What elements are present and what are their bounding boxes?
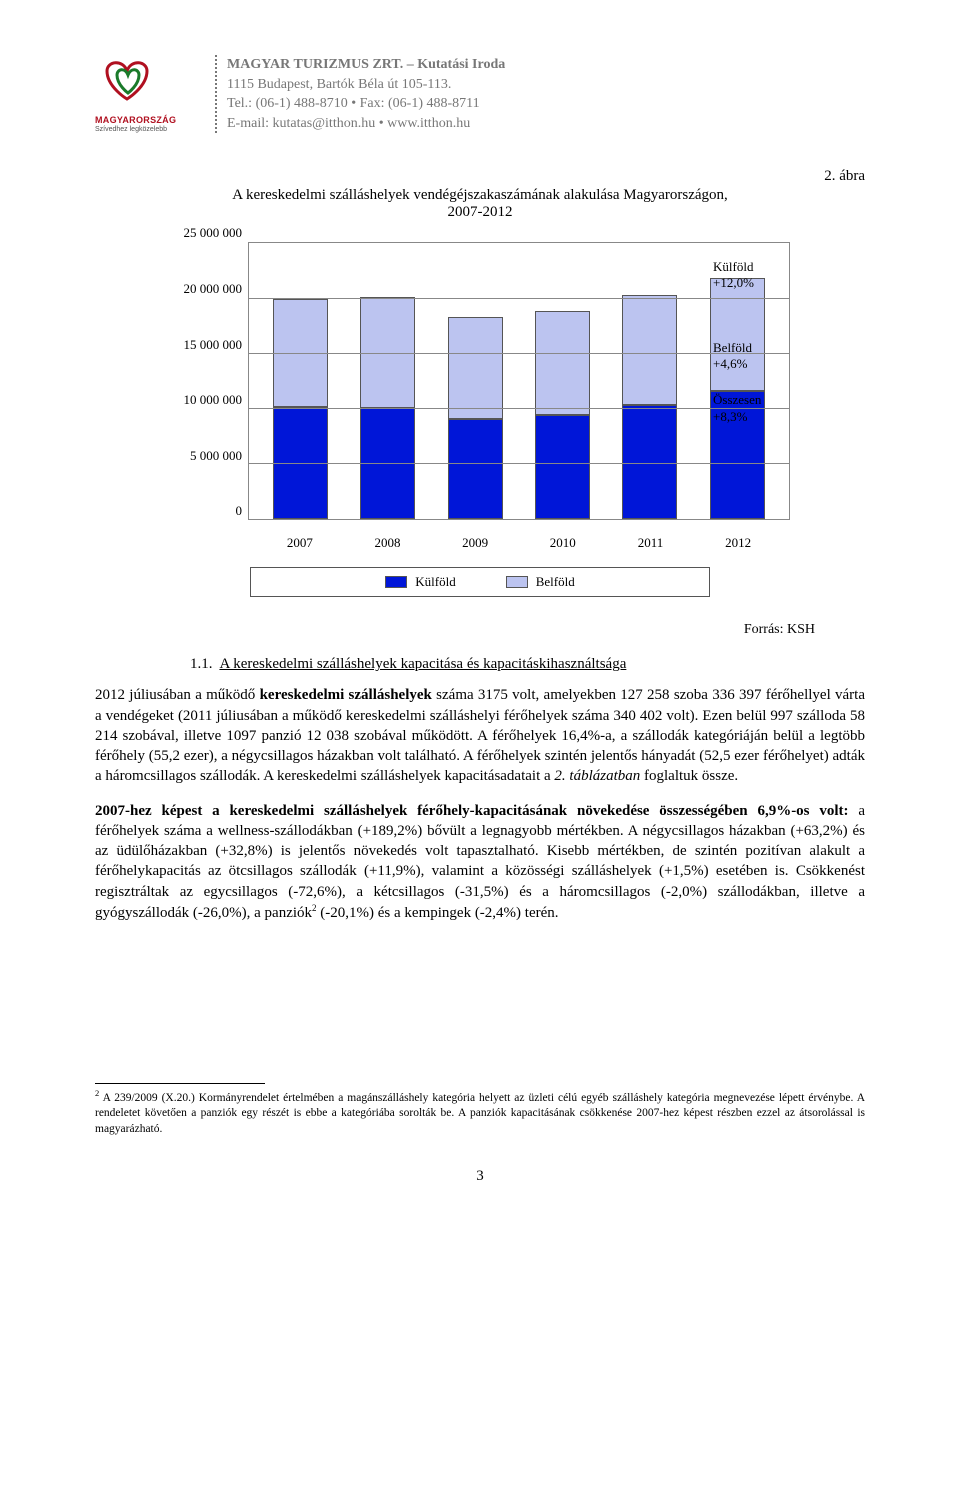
header-contact-block: MAGYAR TURIZMUS ZRT. – Kutatási Iroda 11… <box>215 55 505 133</box>
x-tick-label: 2011 <box>623 535 678 551</box>
bar-segment-belfold <box>448 317 503 419</box>
logo-tagline: Szívedhez legközelebb <box>95 126 205 133</box>
side-annotation: Külföld+12,0% <box>713 259 754 292</box>
chart-caption-line2: 2007-2012 <box>448 204 513 220</box>
legend-label: Belföld <box>536 574 575 590</box>
org-name: MAGYAR TURIZMUS ZRT. – Kutatási Iroda <box>227 55 505 75</box>
chart-caption-line1: A kereskedelmi szálláshelyek vendégéjsza… <box>232 187 728 203</box>
logo-name: MAGYARORSZÁG <box>95 115 205 125</box>
y-axis-labels: 0 5 000 000 10 000 000 15 000 000 20 000 000… <box>170 231 248 531</box>
x-tick-label: 2012 <box>711 535 766 551</box>
x-tick-label: 2009 <box>448 535 503 551</box>
figure-number: 2. ábra <box>95 168 865 185</box>
legend-swatch <box>506 576 528 588</box>
bar-segment-belfold <box>622 295 677 404</box>
bar-stack <box>535 243 590 519</box>
y-tick-label: 25 000 000 <box>184 225 243 241</box>
body-paragraph-2: 2007-hez képest a kereskedelmi szálláshe… <box>95 801 865 924</box>
bar-stack <box>273 243 328 519</box>
bar-segment-kulfold <box>622 405 677 520</box>
org-email: E-mail: kutatas@itthon.hu • www.itthon.h… <box>227 114 505 134</box>
legend-label: Külföld <box>415 574 455 590</box>
chart-caption: A kereskedelmi szálláshelyek vendégéjsza… <box>95 187 865 221</box>
bar-segment-kulfold <box>448 419 503 519</box>
y-tick-label: 0 <box>236 503 243 519</box>
section-number: 1.1. <box>190 656 213 672</box>
chart-source: Forrás: KSH <box>95 622 815 638</box>
y-tick-label: 5 000 000 <box>190 448 242 464</box>
footnote-text: A 239/2009 (X.20.) Kormányrendelet értel… <box>95 1092 865 1135</box>
bar-stack <box>448 243 503 519</box>
y-tick-label: 15 000 000 <box>184 337 243 353</box>
chart-legend: Külföld Belföld <box>250 567 710 597</box>
side-annotation: Belföld+4,6% <box>713 340 752 373</box>
legend-item: Belföld <box>506 574 575 590</box>
stacked-bar-chart: 0 5 000 000 10 000 000 15 000 000 20 000 000… <box>170 231 790 597</box>
x-tick-label: 2008 <box>360 535 415 551</box>
bar-stack <box>360 243 415 519</box>
page-header: MAGYARORSZÁG Szívedhez legközelebb MAGYA… <box>95 55 865 133</box>
legend-swatch <box>385 576 407 588</box>
org-address: 1115 Budapest, Bartók Béla út 105-113. <box>227 75 505 95</box>
footnote-separator <box>95 1083 265 1084</box>
side-annotation: Összesen+8,3% <box>713 392 761 425</box>
x-tick-label: 2007 <box>272 535 327 551</box>
bar-segment-belfold <box>535 311 590 415</box>
x-axis-labels: 2007 2008 2009 2010 2011 2012 <box>248 531 790 551</box>
org-logo: MAGYARORSZÁG Szívedhez legközelebb <box>95 55 205 133</box>
section-title: A kereskedelmi szálláshelyek kapacitása … <box>219 656 626 672</box>
footnote-mark: 2 <box>95 1088 99 1098</box>
y-tick-label: 10 000 000 <box>184 392 243 408</box>
page-number: 3 <box>95 1168 865 1185</box>
bar-stack <box>622 243 677 519</box>
y-tick-label: 20 000 000 <box>184 281 243 297</box>
section-heading: 1.1. A kereskedelmi szálláshelyek kapaci… <box>190 656 865 673</box>
x-tick-label: 2010 <box>535 535 590 551</box>
bar-segment-kulfold <box>535 415 590 520</box>
heart-logo-icon <box>95 55 175 113</box>
chart-side-annotations: Külföld+12,0% Belföld+4,6% Összesen+8,3% <box>705 242 790 520</box>
legend-item: Külföld <box>385 574 455 590</box>
footnote: 2 A 239/2009 (X.20.) Kormányrendelet ért… <box>95 1088 865 1137</box>
org-phone: Tel.: (06-1) 488-8710 • Fax: (06-1) 488-… <box>227 94 505 114</box>
body-paragraph-1: 2012 júliusában a működő kereskedelmi sz… <box>95 685 865 786</box>
